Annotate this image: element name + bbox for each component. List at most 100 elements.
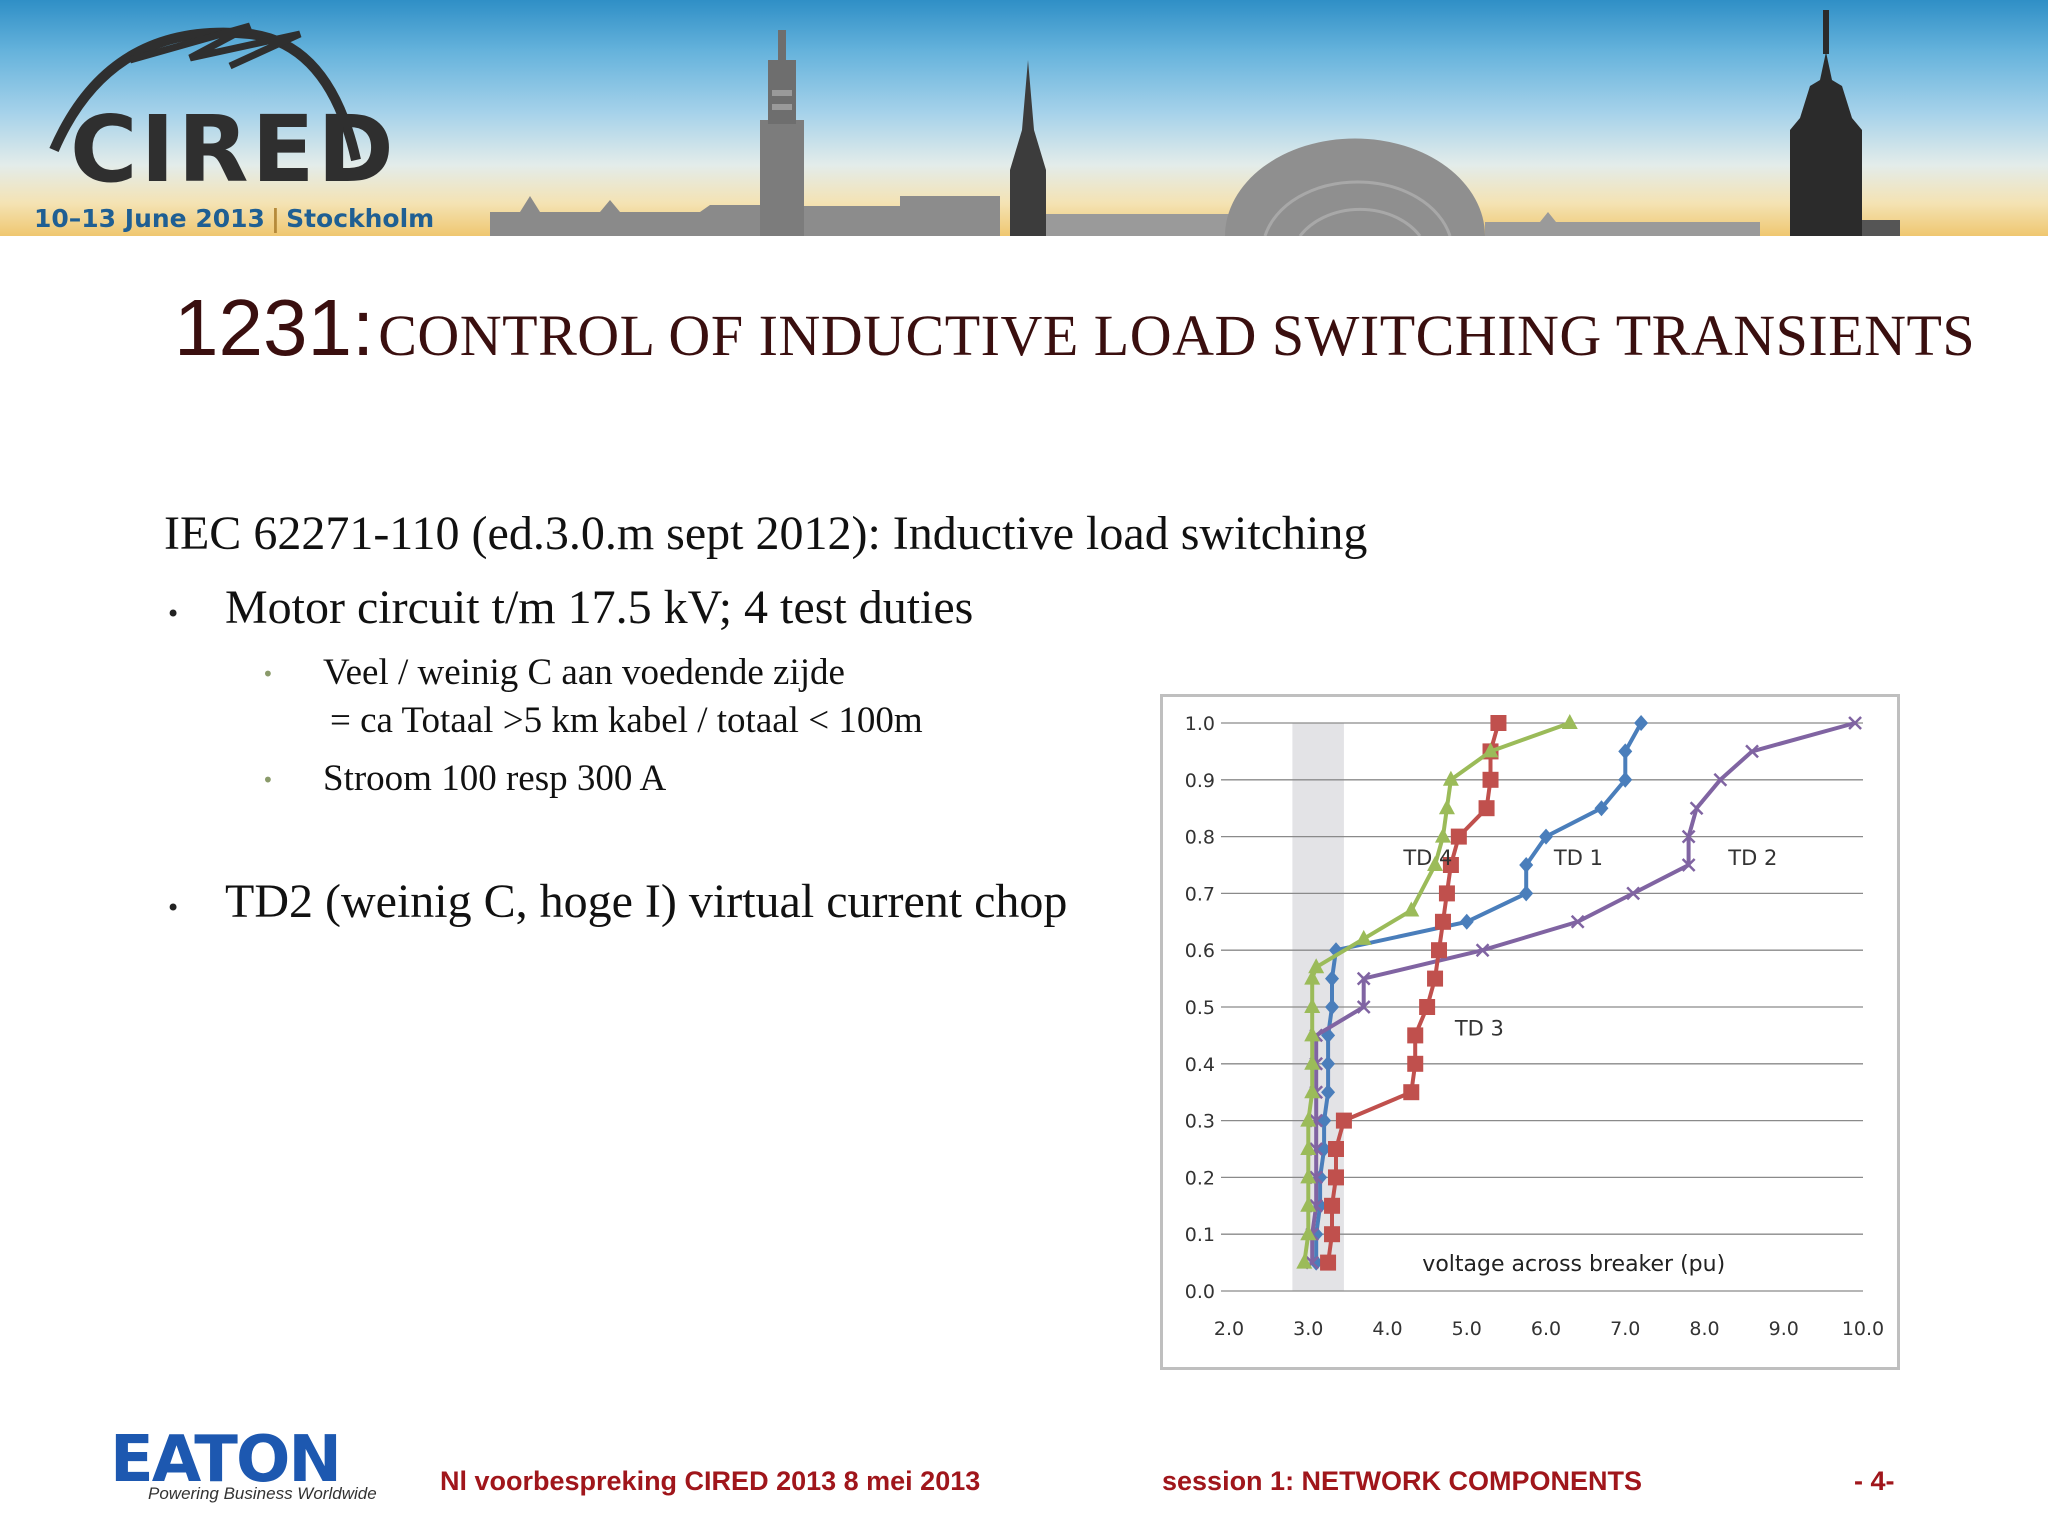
y-tick-label: 0.7 bbox=[1185, 883, 1215, 905]
data-point bbox=[1300, 1168, 1317, 1184]
data-point bbox=[1327, 1141, 1344, 1157]
city-text: Stockholm bbox=[286, 204, 435, 233]
data-point bbox=[1519, 857, 1534, 873]
title-number: 1231: bbox=[174, 283, 375, 372]
data-point bbox=[1634, 715, 1649, 731]
data-point bbox=[1450, 828, 1467, 845]
data-point bbox=[1407, 1055, 1424, 1072]
data-point bbox=[1434, 913, 1451, 930]
series-label: TD 3 bbox=[1454, 1016, 1504, 1040]
series-label: TD 1 bbox=[1553, 846, 1603, 870]
voltage-chart: 0.0 0.1 0.2 0.3 0.4 0.5 0.6 0.7 0.8 0.9 1.0 2.0 3.0 4… bbox=[1160, 694, 1900, 1370]
footer-meeting: Nl voorbespreking CIRED 2013 8 mei 2013 bbox=[440, 1466, 981, 1496]
y-tick-label: 0.4 bbox=[1185, 1054, 1215, 1076]
data-point bbox=[1442, 770, 1459, 786]
data-point bbox=[1626, 886, 1641, 901]
y-tick-label: 0.9 bbox=[1185, 770, 1215, 792]
data-point bbox=[1434, 827, 1451, 843]
data-point bbox=[1317, 1112, 1332, 1129]
data-point bbox=[1403, 901, 1420, 917]
series-line bbox=[1310, 721, 1856, 1263]
data-point bbox=[1321, 1055, 1336, 1072]
data-point bbox=[1300, 1196, 1317, 1212]
data-point bbox=[1355, 929, 1372, 945]
x-tick-label: 7.0 bbox=[1610, 1318, 1640, 1340]
footer-session: session 1: NETWORK COMPONENTS bbox=[1162, 1466, 1643, 1496]
data-point bbox=[1300, 1225, 1317, 1241]
data-point bbox=[1482, 771, 1499, 788]
data-point bbox=[1519, 885, 1534, 902]
data-point bbox=[1300, 1140, 1317, 1155]
y-tick-label: 0.6 bbox=[1185, 940, 1215, 962]
sub-bullet-current: Stroom 100 resp 300 A bbox=[323, 758, 667, 799]
sub-bullet-dot: • bbox=[262, 662, 274, 686]
y-tick-label: 0.0 bbox=[1185, 1281, 1215, 1303]
data-point bbox=[1356, 971, 1371, 986]
data-point bbox=[1618, 771, 1633, 788]
data-point bbox=[1403, 1084, 1420, 1101]
data-point bbox=[1317, 1141, 1332, 1157]
data-point bbox=[1618, 743, 1633, 760]
data-point bbox=[1296, 1253, 1313, 1269]
conference-dates: 10–13 June 2013 | Stockholm bbox=[34, 206, 434, 231]
series-line bbox=[1326, 722, 1501, 1263]
data-point bbox=[1324, 1226, 1341, 1243]
x-tick-label: 3.0 bbox=[1293, 1318, 1323, 1340]
data-point bbox=[1356, 1000, 1371, 1014]
slide-title: 1231: CONTROL OF INDUCTIVE LOAD SWITCHIN… bbox=[174, 288, 1975, 368]
series-label: TD 4 bbox=[1402, 846, 1452, 870]
data-point bbox=[1325, 999, 1340, 1015]
x-axis-label: voltage across breaker (pu) bbox=[1422, 1252, 1725, 1277]
data-point bbox=[1490, 715, 1507, 731]
data-point bbox=[1539, 828, 1553, 845]
data-point bbox=[1427, 856, 1444, 871]
data-point bbox=[1324, 1197, 1341, 1214]
data-point bbox=[1442, 857, 1459, 873]
data-point bbox=[1304, 1054, 1321, 1070]
bullet-motor-circuit: Motor circuit t/m 17.5 kV; 4 test duties bbox=[225, 581, 974, 634]
x-tick-label: 2.0 bbox=[1214, 1318, 1244, 1340]
data-point bbox=[1482, 742, 1499, 758]
data-point bbox=[1561, 714, 1578, 729]
separator: | bbox=[270, 204, 281, 233]
y-tick-label: 0.5 bbox=[1185, 997, 1215, 1019]
data-point bbox=[1419, 999, 1436, 1015]
data-point bbox=[1681, 829, 1696, 844]
data-point bbox=[1308, 958, 1325, 974]
x-tick-label: 5.0 bbox=[1452, 1318, 1482, 1340]
data-point bbox=[1431, 942, 1448, 959]
data-point bbox=[1438, 799, 1455, 815]
data-point bbox=[1304, 1026, 1321, 1042]
cired-logo: CIRED bbox=[70, 96, 397, 203]
sub-bullet-dot: • bbox=[262, 768, 274, 792]
bullet-dot: • bbox=[166, 894, 181, 922]
data-point bbox=[1427, 970, 1444, 987]
data-point bbox=[1570, 914, 1585, 929]
eaton-logo: EATON bbox=[110, 1423, 342, 1497]
data-point bbox=[1745, 744, 1759, 759]
data-point bbox=[1325, 970, 1340, 987]
y-tick-label: 0.1 bbox=[1185, 1224, 1215, 1246]
cired-logo-arc-icon bbox=[49, 22, 361, 162]
title-text: CONTROL OF INDUCTIVE LOAD SWITCHING TRAN… bbox=[378, 303, 1976, 368]
y-tick-label: 0.3 bbox=[1185, 1111, 1215, 1133]
sub-bullet-capacitance-detail: = ca Totaal >5 km kabel / totaal < 100m bbox=[330, 700, 923, 741]
data-point bbox=[1848, 716, 1862, 730]
series-line bbox=[1302, 721, 1571, 1263]
data-point bbox=[1689, 801, 1704, 816]
data-point bbox=[1475, 943, 1490, 958]
series-label: TD 2 bbox=[1727, 846, 1777, 870]
header-banner: CIRED 10–13 June 2013 | Stockholm bbox=[0, 0, 2048, 236]
footer-page-number: - 4- bbox=[1854, 1466, 1895, 1496]
x-tick-label: 10.0 bbox=[1842, 1318, 1884, 1340]
x-tick-label: 6.0 bbox=[1531, 1318, 1561, 1340]
dates-text: 10–13 June 2013 bbox=[34, 204, 265, 233]
data-point bbox=[1713, 772, 1728, 787]
data-point bbox=[1313, 1169, 1328, 1186]
y-tick-label: 0.8 bbox=[1185, 827, 1215, 849]
data-point bbox=[1328, 942, 1343, 959]
stockholm-skyline-image bbox=[490, 10, 1900, 236]
data-point bbox=[1459, 913, 1474, 930]
data-point bbox=[1304, 969, 1321, 985]
data-point bbox=[1681, 858, 1696, 872]
